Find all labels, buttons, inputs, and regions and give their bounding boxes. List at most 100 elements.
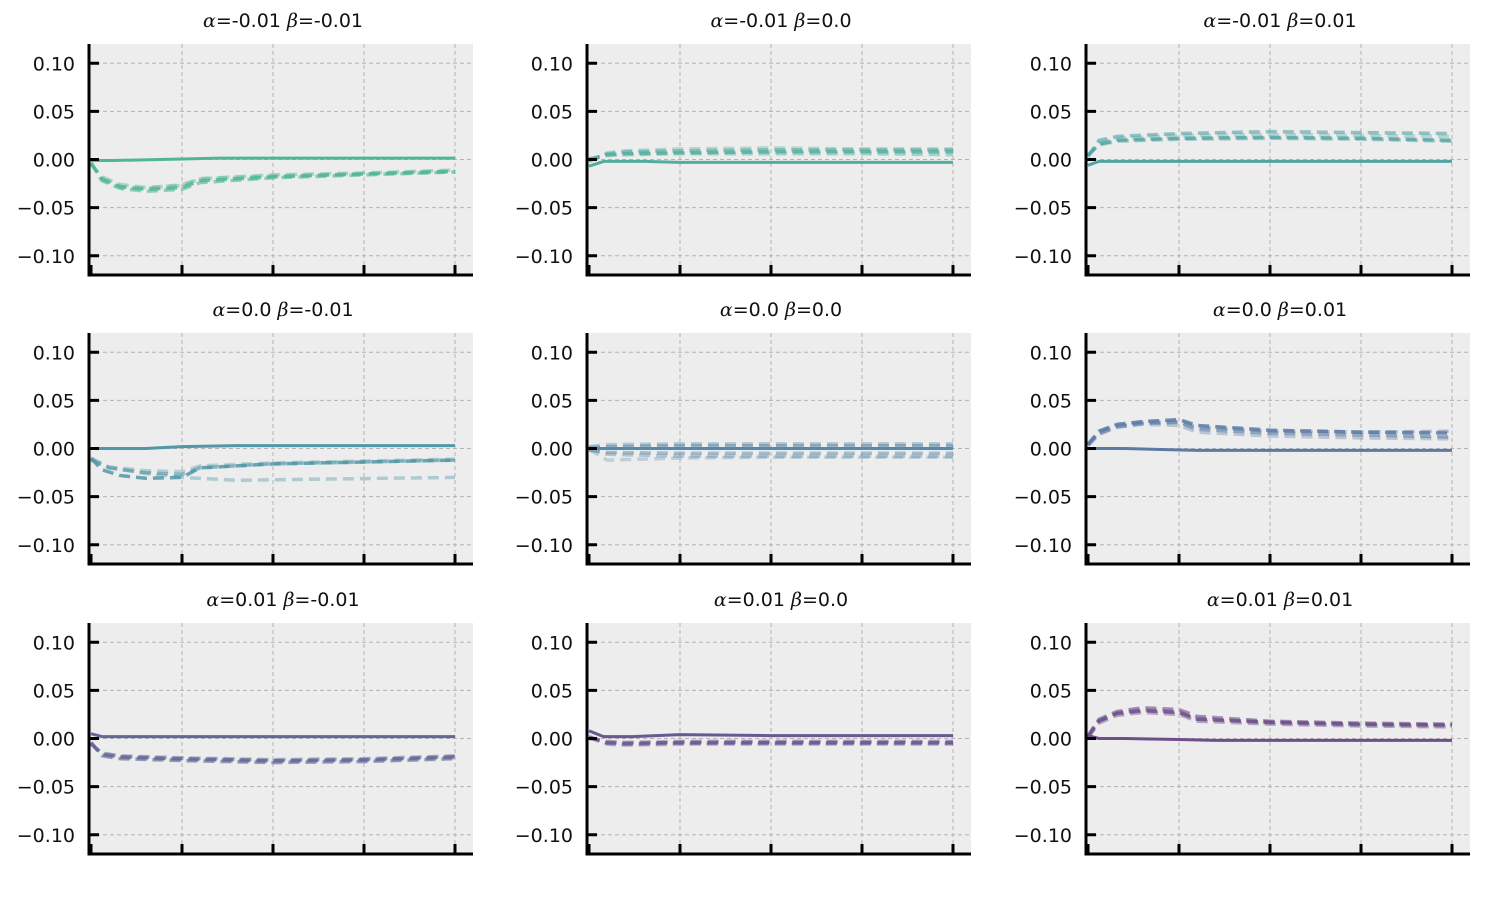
y-tick-label: 0.00: [531, 150, 573, 172]
y-tick-label: 0.10: [1030, 632, 1072, 654]
beta-value: =0.0: [802, 589, 848, 611]
subplot-title: α=0.0 β=-0.01: [212, 299, 353, 321]
series-line-dashed-1: [89, 162, 456, 192]
y-tick-label: 0.10: [1030, 342, 1072, 364]
y-tick-label: 0.05: [1030, 101, 1072, 123]
y-tick-label: −0.05: [1014, 198, 1072, 220]
y-tick-label: 0.00: [1030, 729, 1072, 751]
y-tick-label: 0.10: [33, 342, 75, 364]
y-tick-label: −0.05: [515, 777, 573, 799]
y-tick-label: −0.05: [515, 198, 573, 220]
series-line-dashed-4: [90, 457, 456, 474]
series-line-dashed-3: [588, 151, 954, 161]
y-tick-label: −0.10: [1014, 825, 1072, 847]
alpha-symbol: α: [710, 10, 723, 32]
series-line-dashed-4: [89, 742, 456, 764]
beta-value: =0.01: [1295, 589, 1353, 611]
beta-symbol: β: [784, 299, 796, 321]
y-tick-label: −0.10: [1014, 535, 1072, 557]
beta-symbol: β: [283, 589, 295, 611]
y-tick-label: 0.00: [33, 439, 75, 461]
series-line-dashed-1: [588, 443, 953, 450]
y-tick-label: 0.10: [531, 53, 573, 75]
y-tick-label: −0.10: [515, 535, 573, 557]
series-line-dashed-2: [588, 448, 953, 456]
subplot-4: 0.10 0.05 0.00 −0.05 −0.10 α=0.0 β=-0.01: [17, 299, 473, 566]
alpha-value: =-0.01: [723, 10, 788, 32]
y-tick-label: 0.05: [33, 101, 75, 123]
beta-symbol: β: [276, 299, 288, 321]
series-line-dashed-4: [89, 162, 456, 191]
series-line-dashed-2: [89, 161, 456, 194]
series-line-dashed-4: [1086, 132, 1453, 157]
beta-value: =0.0: [796, 299, 842, 321]
beta-value: =0.01: [1289, 299, 1347, 321]
alpha-value: =0.0: [225, 299, 271, 321]
subplot-2: 0.10 0.05 0.00 −0.05 −0.10 α=-0.01 β=0.0: [515, 10, 971, 277]
subplot-3: 0.10 0.05 0.00 −0.05 −0.10 α=-0.01 β=0.01: [1014, 10, 1470, 277]
y-tick-label: 0.05: [33, 390, 75, 412]
y-tick-label: −0.10: [17, 246, 75, 268]
series-line-dashed-2: [1086, 420, 1453, 447]
y-tick-label: −0.05: [515, 487, 573, 509]
series-line-solid: [1087, 159, 1452, 167]
series-line-dashed-3: [1086, 136, 1453, 157]
y-tick-label: 0.00: [33, 150, 75, 172]
y-tick-label: 0.10: [1030, 53, 1072, 75]
subplot-5: 0.100.050.00−0.05−0.10α=0.0 β=0.0: [515, 299, 971, 566]
alpha-value: =0.0: [733, 299, 779, 321]
series-line-dashed-3: [588, 736, 953, 745]
alpha-value: =-0.01: [1216, 10, 1281, 32]
alpha-symbol: α: [203, 10, 216, 32]
y-tick-label: −0.10: [17, 535, 75, 557]
y-tick-label: 0.05: [531, 680, 573, 702]
beta-symbol: β: [286, 10, 298, 32]
alpha-symbol: α: [714, 589, 727, 611]
y-tick-label: −0.10: [515, 246, 573, 268]
series-line-dashed-2: [588, 148, 953, 164]
y-tick-label: 0.00: [531, 729, 573, 751]
y-tick-label: 0.10: [531, 342, 573, 364]
alpha-value: =0.01: [219, 589, 277, 611]
y-tick-label: 0.00: [1030, 439, 1072, 461]
subplot-1: 0.100.050.00−0.05−0.10α=-0.01 β=-0.01: [17, 10, 473, 277]
y-tick-label: −0.10: [17, 825, 75, 847]
series-line-dashed-2: [1086, 129, 1453, 158]
series-line-dashed-1: [1086, 708, 1453, 738]
alpha-value: =0.01: [1220, 589, 1278, 611]
y-tick-label: 0.05: [531, 390, 573, 412]
y-tick-label: −0.05: [1014, 777, 1072, 799]
y-tick-label: −0.05: [17, 198, 75, 220]
series-line-dashed-1: [89, 742, 456, 763]
series-line-dashed-4: [588, 441, 953, 449]
y-tick-label: 0.05: [1030, 390, 1072, 412]
series-line-dashed-3: [89, 742, 456, 762]
subplot-title: α=0.01 β=0.01: [1207, 589, 1353, 611]
alpha-symbol: α: [1207, 589, 1220, 611]
series-line-solid: [91, 156, 455, 162]
series-line-solid: [91, 444, 455, 450]
series-line-dashed-2: [89, 741, 456, 765]
series-line-dashed-4: [1086, 422, 1453, 446]
alpha-symbol: α: [206, 589, 219, 611]
series-line-dashed-3: [588, 446, 953, 458]
subplot-9: 0.100.050.00−0.05−0.10α=0.01 β=0.01: [1014, 589, 1470, 856]
beta-value: =-0.01: [288, 299, 353, 321]
series-line-dashed-2: [90, 458, 456, 477]
y-tick-label: −0.05: [17, 487, 75, 509]
series-line-solid: [90, 732, 455, 739]
series-line-dashed-2: [1086, 705, 1453, 737]
beta-value: =-0.01: [295, 589, 360, 611]
y-tick-label: 0.10: [33, 632, 75, 654]
alpha-symbol: α: [720, 299, 733, 321]
alpha-symbol: α: [1213, 299, 1226, 321]
subplot-title: α=0.01 β=0.0: [714, 589, 848, 611]
subplot-8: 0.10 0.05 0.00 −0.05 −0.10 α=0.01 β=0.0: [515, 589, 971, 856]
series-line-dashed-4: [588, 146, 953, 163]
beta-value: =0.01: [1298, 10, 1356, 32]
y-tick-label: 0.00: [1030, 150, 1072, 172]
series-line-dashed-1: [1086, 417, 1453, 446]
beta-value: =0.0: [805, 10, 851, 32]
y-tick-label: −0.05: [1014, 487, 1072, 509]
